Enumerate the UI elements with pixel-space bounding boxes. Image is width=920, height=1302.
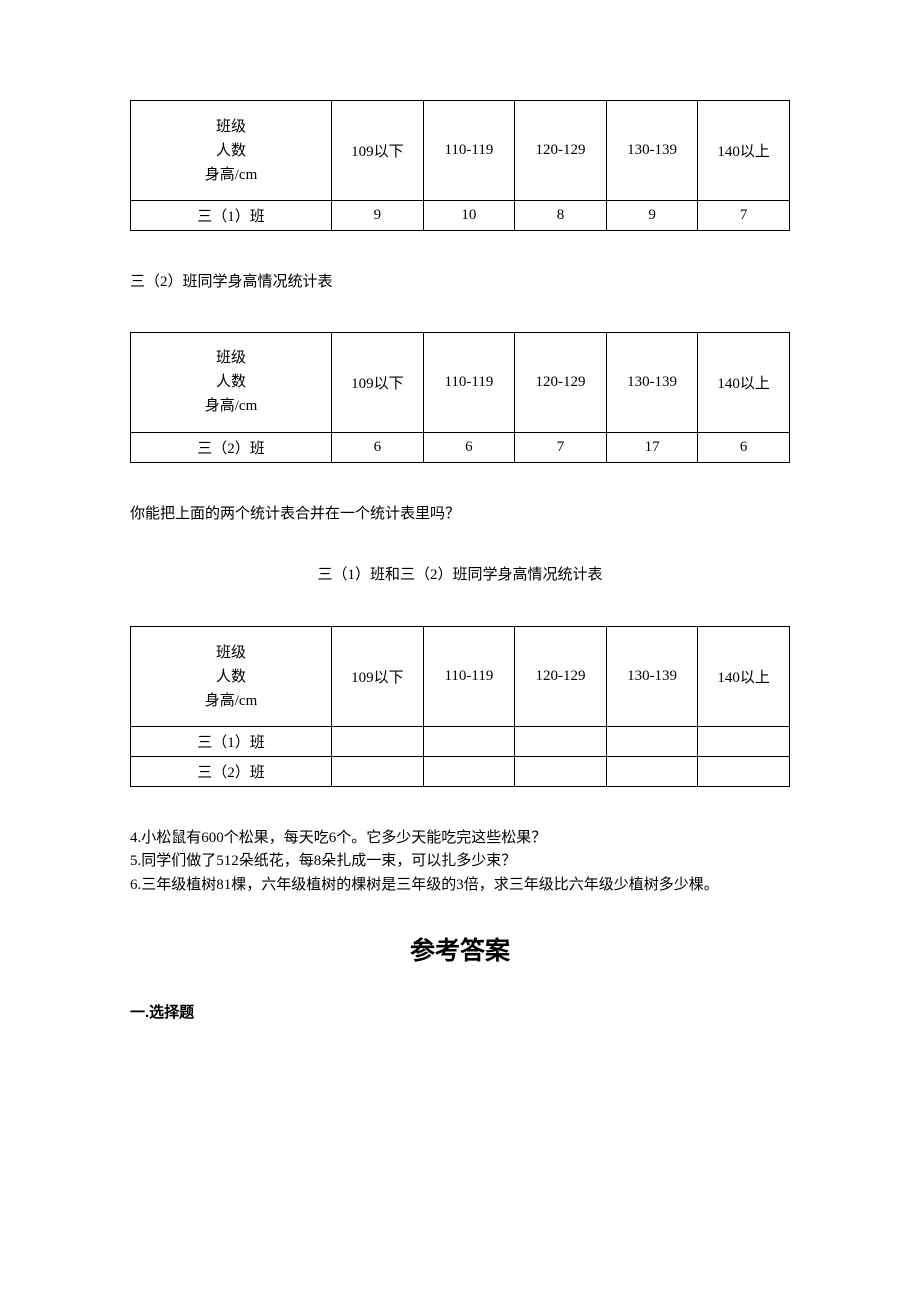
- table1-val-3: 9: [606, 201, 698, 231]
- table1-col-3: 130-139: [606, 101, 698, 201]
- table3-row1-cell-1: [423, 727, 515, 757]
- table3-header-line1: 班级: [216, 645, 246, 661]
- table2-col-3: 130-139: [606, 332, 698, 432]
- merged-table-title: 三（1）班和三（2）班同学身高情况统计表: [130, 563, 790, 584]
- table3-row2-cell-4: [698, 757, 790, 787]
- table1-row-label: 三（1）班: [131, 201, 332, 231]
- table1-val-4: 7: [698, 201, 790, 231]
- answer-key-title: 参考答案: [130, 931, 790, 967]
- table3-row2-cell-3: [606, 757, 698, 787]
- table1-header-line2: 人数: [216, 143, 246, 159]
- table3-row2-cell-0: [332, 757, 424, 787]
- question-6: 6.三年级植树81棵，六年级植树的棵树是三年级的3倍，求三年级比六年级少植树多少…: [130, 874, 790, 897]
- table1-col-1: 110-119: [423, 101, 515, 201]
- table3-row1-cell-4: [698, 727, 790, 757]
- section-heading-choice: 一.选择题: [130, 1001, 790, 1022]
- table2-header-cell: 班级 人数 身高/cm: [131, 332, 332, 432]
- table2-row-label: 三（2）班: [131, 432, 332, 462]
- table3-row1-label: 三（1）班: [131, 727, 332, 757]
- table3-row2-label: 三（2）班: [131, 757, 332, 787]
- table2-col-2: 120-129: [515, 332, 607, 432]
- table2-val-1: 6: [423, 432, 515, 462]
- table3-header-cell: 班级 人数 身高/cm: [131, 627, 332, 727]
- table2-col-1: 110-119: [423, 332, 515, 432]
- table1-header-line3: 身高/cm: [205, 167, 258, 183]
- question-5: 5.同学们做了512朵纸花，每8朵扎成一束，可以扎多少束？: [130, 850, 790, 873]
- table1-col-2: 120-129: [515, 101, 607, 201]
- table1-header-line1: 班级: [216, 119, 246, 135]
- table3-col-4: 140以上: [698, 627, 790, 727]
- table-class-1: 班级 人数 身高/cm 109以下 110-119 120-129 130-13…: [130, 100, 790, 231]
- table-merged: 班级 人数 身高/cm 109以下 110-119 120-129 130-13…: [130, 626, 790, 787]
- table2-val-0: 6: [332, 432, 424, 462]
- table1-val-1: 10: [423, 201, 515, 231]
- table3-header-line3: 身高/cm: [205, 693, 258, 709]
- table2-col-4: 140以上: [698, 332, 790, 432]
- table3-col-0: 109以下: [332, 627, 424, 727]
- table3-col-3: 130-139: [606, 627, 698, 727]
- table1-col-4: 140以上: [698, 101, 790, 201]
- merge-question: 你能把上面的两个统计表合并在一个统计表里吗？: [130, 503, 790, 526]
- table2-header-line2: 人数: [216, 374, 246, 390]
- table3-col-2: 120-129: [515, 627, 607, 727]
- table3-row1-cell-3: [606, 727, 698, 757]
- table2-val-3: 17: [606, 432, 698, 462]
- table-class-2: 班级 人数 身高/cm 109以下 110-119 120-129 130-13…: [130, 332, 790, 463]
- table3-col-1: 110-119: [423, 627, 515, 727]
- table3-row2-cell-2: [515, 757, 607, 787]
- table2-caption: 三（2）班同学身高情况统计表: [130, 271, 790, 294]
- table3-row1-cell-0: [332, 727, 424, 757]
- table3-row1-cell-2: [515, 727, 607, 757]
- table2-val-4: 6: [698, 432, 790, 462]
- table1-header-cell: 班级 人数 身高/cm: [131, 101, 332, 201]
- table3-header-line2: 人数: [216, 669, 246, 685]
- table2-header-line1: 班级: [216, 350, 246, 366]
- table2-col-0: 109以下: [332, 332, 424, 432]
- table3-row2-cell-1: [423, 757, 515, 787]
- question-4: 4.小松鼠有600个松果，每天吃6个。它多少天能吃完这些松果？: [130, 827, 790, 850]
- word-problems: 4.小松鼠有600个松果，每天吃6个。它多少天能吃完这些松果？ 5.同学们做了5…: [130, 827, 790, 897]
- table1-col-0: 109以下: [332, 101, 424, 201]
- table1-val-2: 8: [515, 201, 607, 231]
- table2-val-2: 7: [515, 432, 607, 462]
- table2-header-line3: 身高/cm: [205, 398, 258, 414]
- table1-val-0: 9: [332, 201, 424, 231]
